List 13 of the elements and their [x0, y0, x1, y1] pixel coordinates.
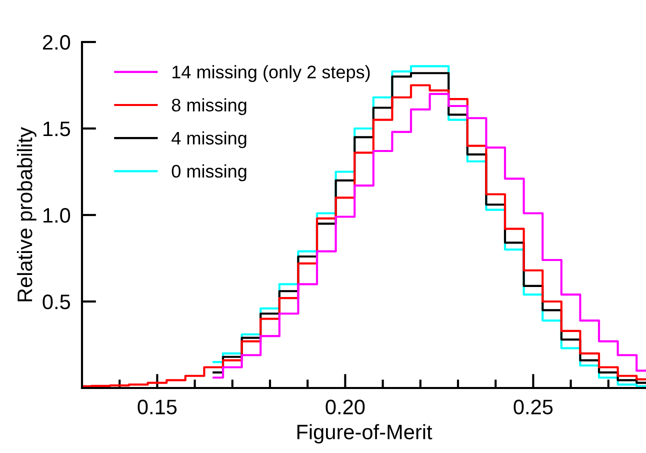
x-tick-label: 0.20: [326, 400, 365, 414]
y-tick-label: 1.5: [44, 122, 70, 136]
legend-label: 14 missing (only 2 steps): [172, 65, 370, 82]
legend-label: 4 missing: [172, 131, 246, 148]
x-tick-label: 0.15: [138, 400, 177, 414]
y-axis-title: Relative probability: [16, 127, 36, 302]
x-axis-title: Figure-of-Merit: [297, 424, 432, 444]
y-tick-label: 1.0: [44, 208, 70, 223]
legend-label: 8 missing: [172, 98, 246, 116]
legend-label: 0 missing: [172, 164, 246, 182]
x-tick-label: 0.25: [514, 400, 553, 414]
y-tick-label: 2.0: [42, 35, 70, 50]
y-tick-label: 0.5: [42, 294, 70, 310]
